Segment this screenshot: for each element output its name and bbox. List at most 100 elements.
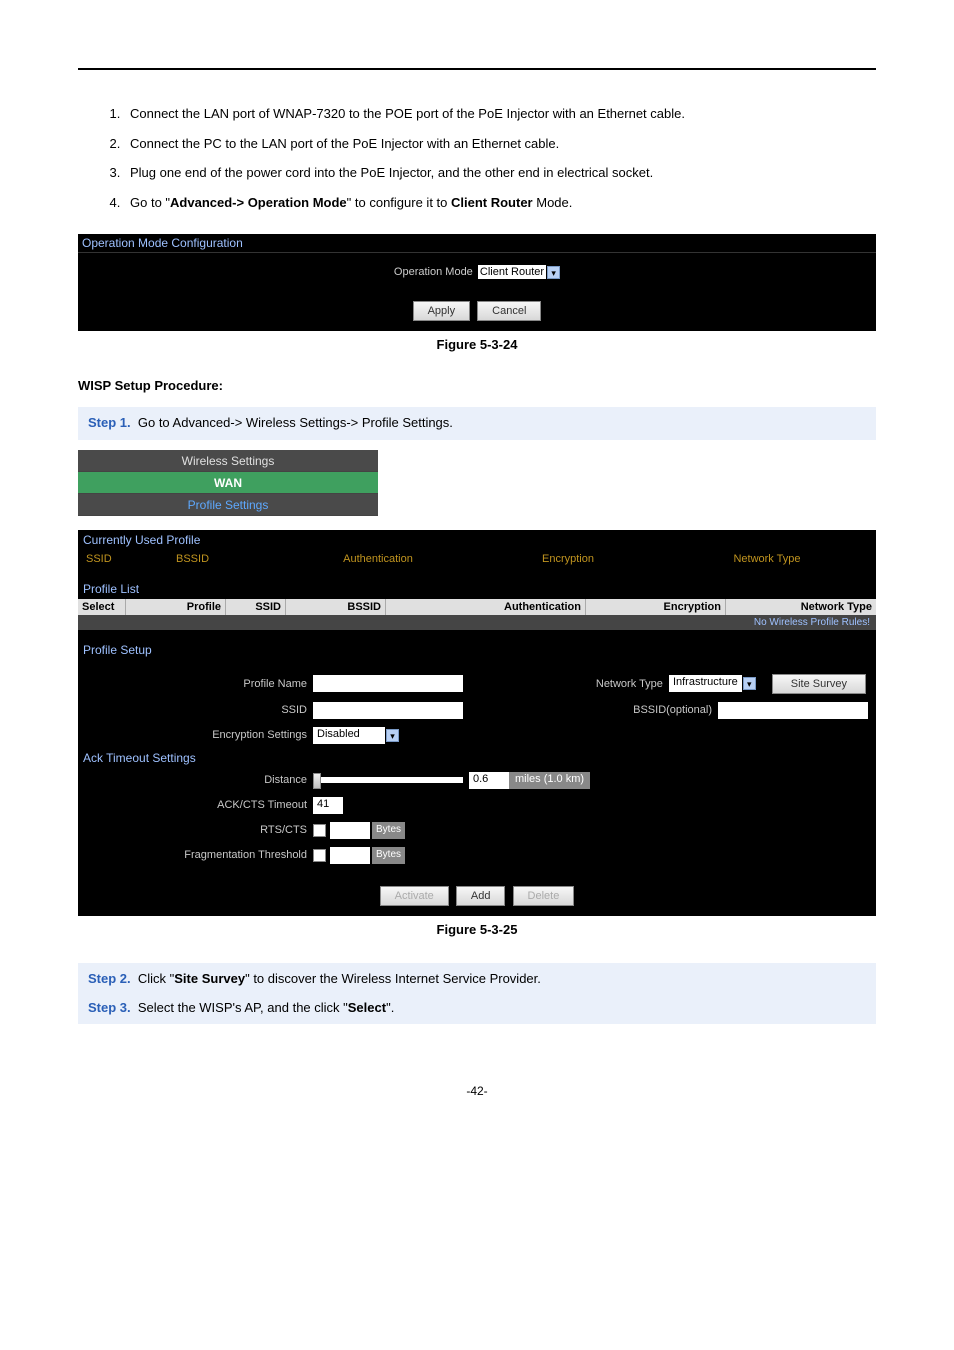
chevron-down-icon[interactable]: ▾ (386, 729, 399, 742)
list-text: Connect the LAN port of WNAP-7320 to the… (130, 106, 685, 121)
list-text: Mode. (533, 195, 573, 210)
row-fragmentation: Fragmentation Threshold Bytes (78, 843, 876, 868)
encryption-select[interactable]: Disabled (313, 727, 385, 744)
profile-list-title: Profile List (78, 579, 876, 599)
page: Connect the LAN port of WNAP-7320 to the… (0, 0, 954, 1138)
network-type-value: Infrastructure (673, 676, 738, 688)
tab-profile-settings[interactable]: Profile Settings (78, 494, 378, 516)
col-enc: Encryption (478, 553, 658, 565)
row-ssid: SSID BSSID(optional) (78, 698, 876, 723)
encryption-label: Encryption Settings (78, 729, 313, 741)
list-bold: Client Router (451, 195, 533, 210)
instruction-list: Connect the LAN port of WNAP-7320 to the… (78, 104, 876, 212)
step-bold: Site Survey (174, 971, 245, 986)
site-survey-button[interactable]: Site Survey (772, 674, 866, 694)
opmode-title: Operation Mode Configuration (78, 234, 876, 253)
col-nt: Network Type (726, 599, 876, 615)
distance-unit: miles (1.0 km) (509, 772, 590, 789)
fragmentation-input[interactable] (330, 847, 370, 864)
step-label: Step 3. (88, 1000, 131, 1015)
tab-wan[interactable]: WAN (78, 472, 378, 494)
network-type-label: Network Type (590, 678, 669, 690)
opmode-screenshot: Operation Mode Configuration Operation M… (78, 234, 876, 331)
figure-caption: Figure 5-3-24 (78, 337, 876, 352)
step-label: Step 2. (88, 971, 131, 986)
rtscts-input[interactable] (330, 822, 370, 839)
profile-list-header: Select Profile SSID BSSID Authentication… (78, 599, 876, 615)
col-bssid: BSSID (168, 553, 278, 565)
opmode-panel: Operation Mode Configuration Operation M… (78, 234, 876, 331)
step-bold: Select (348, 1000, 386, 1015)
col-select: Select (78, 599, 126, 615)
page-number: -42- (78, 1084, 876, 1098)
profile-name-label: Profile Name (78, 678, 313, 690)
row-profile-name: Profile Name Network Type Infrastructure… (78, 670, 876, 698)
fragmentation-checkbox[interactable] (313, 849, 326, 862)
list-text: Connect the PC to the LAN port of the Po… (130, 136, 559, 151)
rtscts-checkbox[interactable] (313, 824, 326, 837)
list-bold: Advanced-> Operation Mode (170, 195, 347, 210)
step-text: Click " (138, 971, 174, 986)
no-rules-text: No Wireless Profile Rules! (78, 615, 876, 630)
list-text: " to configure it to (347, 195, 451, 210)
currently-used-header: SSID BSSID Authentication Encryption Net… (78, 550, 876, 579)
step-text: " to discover the Wireless Internet Serv… (245, 971, 541, 986)
currently-used-title: Currently Used Profile (78, 530, 876, 550)
encryption-value: Disabled (317, 728, 360, 740)
wireless-tabs: Wireless Settings WAN Profile Settings (78, 450, 876, 516)
fragmentation-label: Fragmentation Threshold (78, 849, 313, 861)
opmode-body: Operation Mode Client Router▾ (78, 253, 876, 285)
col-bssid: BSSID (286, 599, 386, 615)
bssid-optional-label: BSSID(optional) (627, 704, 718, 716)
cancel-button[interactable]: Cancel (477, 301, 541, 321)
step-text: Go to Advanced-> Wireless Settings-> Pro… (138, 415, 453, 430)
distance-readout: 0.6 miles (1.0 km) (469, 772, 590, 789)
list-item: Go to "Advanced-> Operation Mode" to con… (124, 193, 876, 213)
col-nt: Network Type (658, 553, 876, 565)
step-2-line: Step 2. Click "Site Survey" to discover … (88, 969, 866, 990)
profile-name-input[interactable] (313, 675, 463, 692)
chevron-down-icon[interactable]: ▾ (743, 677, 756, 690)
list-item: Connect the LAN port of WNAP-7320 to the… (124, 104, 876, 124)
distance-slider[interactable] (313, 777, 463, 783)
bytes-label: Bytes (372, 847, 405, 864)
step-3-line: Step 3. Select the WISP's AP, and the cl… (88, 998, 866, 1019)
row-ackcts: ACK/CTS Timeout 41 (78, 793, 876, 818)
apply-button[interactable]: Apply (413, 301, 471, 321)
col-enc: Encryption (586, 599, 726, 615)
ssid-input[interactable] (313, 702, 463, 719)
slider-thumb[interactable] (313, 773, 321, 789)
list-text: Go to " (130, 195, 170, 210)
opmode-label: Operation Mode (394, 266, 473, 278)
ssid-label: SSID (78, 704, 313, 716)
col-profile: Profile (126, 599, 226, 615)
opmode-select[interactable]: Client Router (478, 265, 546, 279)
profile-setup-form: Profile Name Network Type Infrastructure… (78, 660, 876, 748)
add-button[interactable]: Add (456, 886, 506, 906)
chevron-down-icon[interactable]: ▾ (547, 266, 560, 279)
opmode-buttons: Apply Cancel (78, 285, 876, 331)
list-text: Plug one end of the power cord into the … (130, 165, 653, 180)
profile-buttons: Activate Add Delete (78, 868, 876, 916)
activate-button[interactable]: Activate (380, 886, 449, 906)
tab-wireless-settings[interactable]: Wireless Settings (78, 450, 378, 472)
opmode-select-value: Client Router (480, 266, 544, 278)
network-type-select[interactable]: Infrastructure (669, 675, 742, 692)
figure-caption: Figure 5-3-25 (78, 922, 876, 937)
wisp-heading: WISP Setup Procedure: (78, 378, 876, 393)
step-text: Select the WISP's AP, and the click " (138, 1000, 348, 1015)
bssid-input[interactable] (718, 702, 868, 719)
distance-value: 0.6 (469, 772, 509, 789)
profile-panel: Currently Used Profile SSID BSSID Authen… (78, 530, 876, 916)
ackcts-label: ACK/CTS Timeout (78, 799, 313, 811)
step-label: Step 1. (88, 415, 131, 430)
row-encryption: Encryption Settings Disabled ▾ (78, 723, 876, 748)
top-rule (78, 68, 876, 70)
step-1-box: Step 1. Go to Advanced-> Wireless Settin… (78, 407, 876, 440)
col-ssid: SSID (226, 599, 286, 615)
distance-label: Distance (78, 774, 313, 786)
ackcts-value[interactable]: 41 (313, 797, 343, 814)
col-auth: Authentication (278, 553, 478, 565)
delete-button[interactable]: Delete (513, 886, 575, 906)
row-distance: Distance 0.6 miles (1.0 km) (78, 768, 876, 793)
